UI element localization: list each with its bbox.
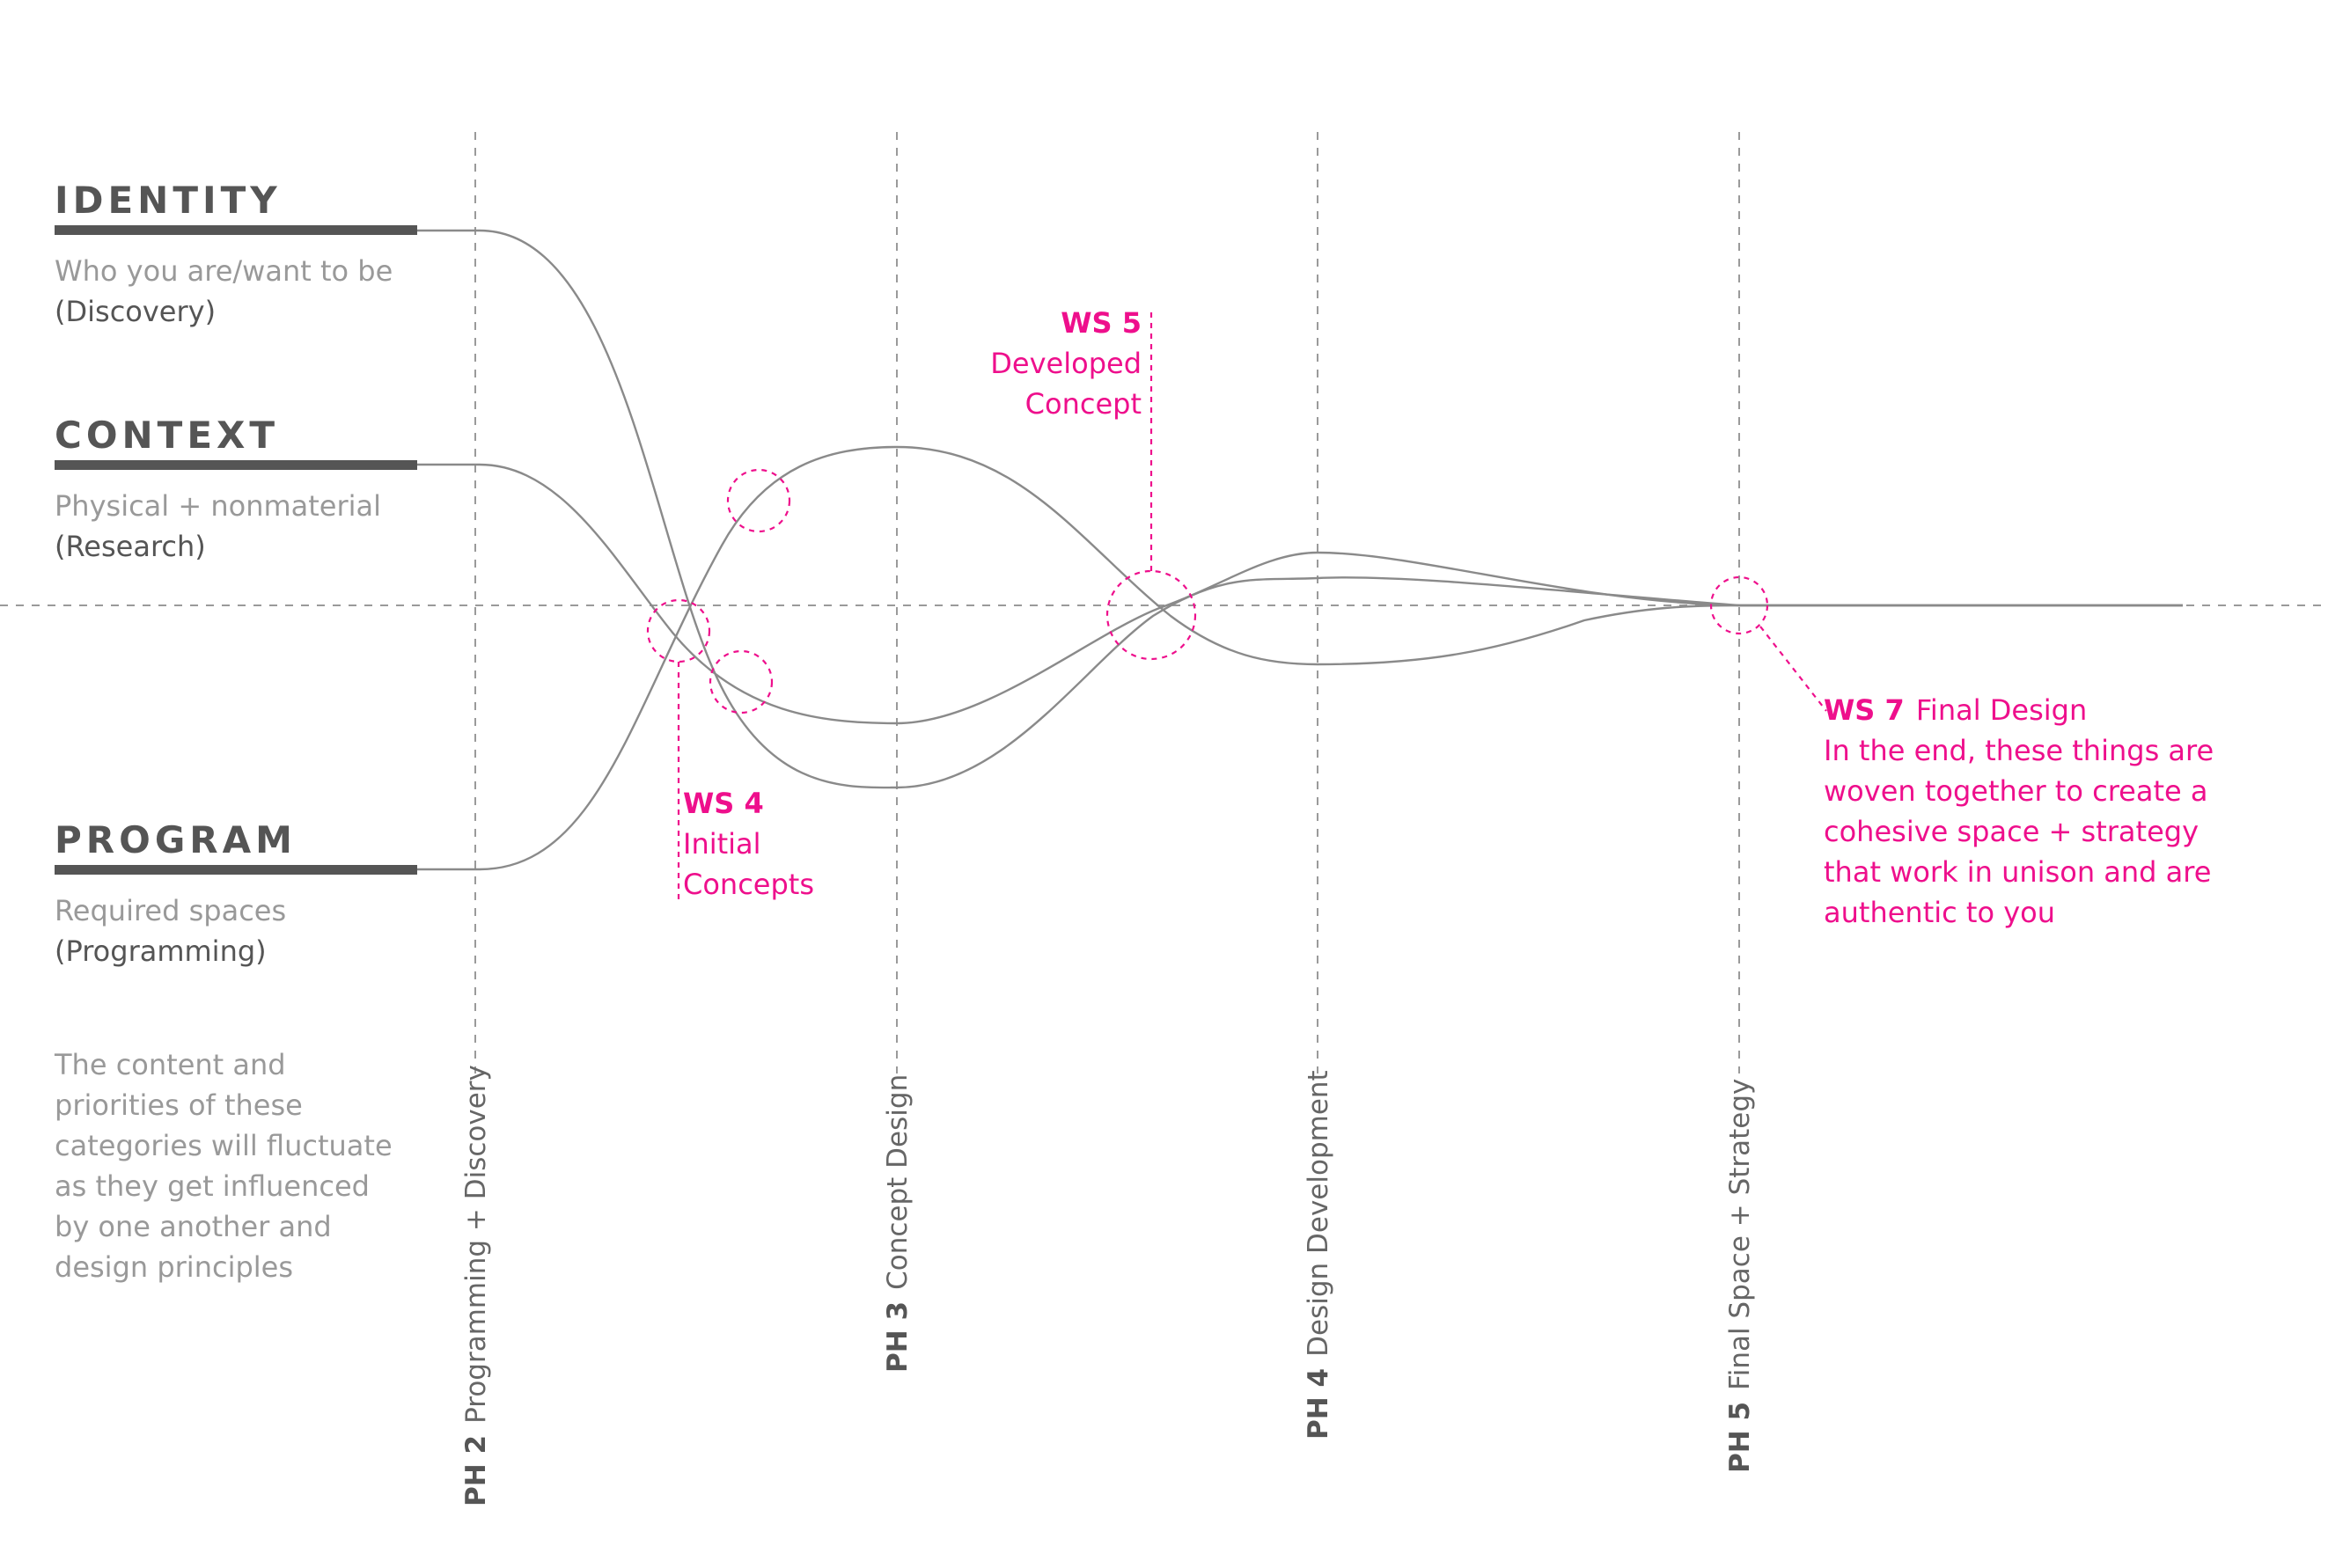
note-line: categories will fluctuate xyxy=(55,1129,393,1162)
ws7-code: WS 7 xyxy=(1824,693,1905,727)
program-bar xyxy=(55,865,417,875)
context-subtitle: Physical + nonmaterial xyxy=(55,489,381,523)
identity-phase: (Discovery) xyxy=(55,295,216,328)
ws4-line: Concepts xyxy=(683,868,814,901)
ws4-marker xyxy=(646,598,711,663)
context-phase: (Research) xyxy=(55,530,206,563)
program-subtitle: Required spaces xyxy=(55,894,286,927)
phase-4-name: Design Development xyxy=(1303,1070,1334,1357)
phase-5-code: PH 5 xyxy=(1724,1402,1756,1473)
ws7-title: Final Design xyxy=(1916,693,2087,727)
ws5-line: Developed xyxy=(990,347,1142,380)
program-title: PROGRAM xyxy=(55,818,297,861)
ws7-leader xyxy=(1759,626,1827,712)
phase-3-code: PH 3 xyxy=(882,1301,914,1373)
phase-4-code: PH 4 xyxy=(1303,1368,1334,1440)
phase-2-code: PH 2 xyxy=(460,1435,492,1506)
ws7-marker xyxy=(1709,575,1769,635)
ws7-line: that work in unison and are xyxy=(1824,855,2211,889)
ws7-line: woven together to create a xyxy=(1824,774,2207,808)
context-title: CONTEXT xyxy=(55,414,279,457)
ws4-line: Initial xyxy=(683,827,761,861)
note-line: design principles xyxy=(55,1250,293,1284)
phase-3-name: Concept Design xyxy=(882,1074,914,1290)
ws4-code: WS 4 xyxy=(683,787,764,820)
note-line: by one another and xyxy=(55,1210,332,1243)
phase-3-label: PH 3 Concept Design xyxy=(882,1074,914,1373)
note-line: as they get influenced xyxy=(55,1169,370,1203)
phase-2-label: PH 2 Programming + Discovery xyxy=(460,1065,492,1506)
ws7-line: In the end, these things are xyxy=(1824,734,2214,767)
note-line: The content and xyxy=(54,1048,286,1081)
ws5-marker xyxy=(1105,569,1197,661)
identity-subtitle: Who you are/want to be xyxy=(55,254,393,288)
program-phase: (Programming) xyxy=(55,934,267,968)
phase-4-label: PH 4 Design Development xyxy=(1303,1070,1334,1440)
phase-5-name: Final Space + Strategy xyxy=(1724,1079,1756,1390)
identity-bar xyxy=(55,225,417,235)
ws7-line: authentic to you xyxy=(1824,896,2055,929)
context-bar xyxy=(55,460,417,470)
ws4-marker-upper xyxy=(726,468,791,533)
ws5-line: Concept xyxy=(1025,387,1142,421)
phase-2-name: Programming + Discovery xyxy=(460,1065,492,1424)
program-curve xyxy=(417,445,2183,871)
phase-5-label: PH 5 Final Space + Strategy xyxy=(1724,1079,1756,1473)
ws5-code: WS 5 xyxy=(1061,306,1142,340)
ws7-line: cohesive space + strategy xyxy=(1824,815,2199,848)
ws7-heading: WS 7 Final Design xyxy=(1824,693,2087,727)
identity-title: IDENTITY xyxy=(55,179,282,222)
note-line: priorities of these xyxy=(55,1088,303,1122)
context-curve xyxy=(417,463,2183,725)
identity-curve xyxy=(417,229,2183,789)
ws4-marker-lower xyxy=(709,649,774,714)
